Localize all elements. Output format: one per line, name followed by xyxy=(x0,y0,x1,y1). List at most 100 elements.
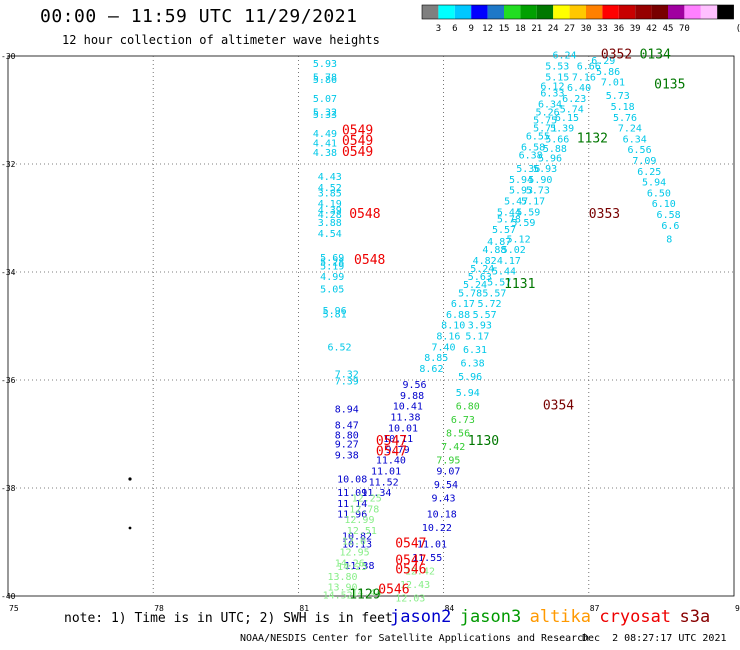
wave-height-value: 7.40 xyxy=(432,342,456,353)
wave-height-value: 4.87 xyxy=(487,237,511,248)
footer-credit: NOAA/NESDIS Center for Satellite Applica… xyxy=(240,633,590,644)
mission-jason2: jason2 xyxy=(390,607,452,627)
wave-height-value: 14.26 xyxy=(335,558,365,569)
pass-time-label: 0354 xyxy=(543,399,574,414)
wave-height-value: 8.16 xyxy=(436,332,460,343)
wave-height-value: 11.96 xyxy=(337,510,367,521)
pass-time-label: 0546 xyxy=(395,562,426,577)
wave-height-value: 5.93 xyxy=(313,59,337,70)
wave-height-value: 10.11 xyxy=(383,434,413,445)
wave-height-value: 13.80 xyxy=(327,572,357,583)
wave-height-value: 4.41 xyxy=(313,139,337,150)
longitude-label: 90 xyxy=(735,604,740,613)
wave-height-value: 5.19 xyxy=(320,261,344,272)
wave-height-value: 5.96 xyxy=(538,153,562,164)
wave-height-value: 6.88 xyxy=(446,310,470,321)
map-title: 00:00 – 11:59 UTC 11/29/2021 xyxy=(40,6,358,27)
wave-height-value: 8.56 xyxy=(446,429,470,440)
color-scale-label: 27 xyxy=(564,24,575,34)
wave-height-value: 5.74 xyxy=(560,105,584,116)
wave-height-value: 6.12 xyxy=(540,81,564,92)
wave-height-value: 4.28 xyxy=(318,210,342,221)
wave-height-value: 6.40 xyxy=(567,83,591,94)
wave-height-value: 4.38 xyxy=(313,148,337,159)
wave-height-value: 5.57 xyxy=(487,278,511,289)
wave-height-value: 12.43 xyxy=(400,580,430,591)
color-swatch xyxy=(684,5,701,19)
wave-height-value: 6.58 xyxy=(657,210,681,221)
wave-height-value: 10.82 xyxy=(342,531,372,542)
wave-height-value: 10.18 xyxy=(427,510,457,521)
pass-time-label: 0547 xyxy=(376,445,407,460)
mission-cryosat: cryosat xyxy=(599,607,672,627)
wave-height-value: 10.08 xyxy=(337,475,367,486)
wave-height-value: 10.41 xyxy=(393,402,423,413)
wave-height-value: 5.26 xyxy=(536,107,560,118)
wave-height-value: 6.55 xyxy=(526,132,550,143)
color-swatch xyxy=(487,5,504,19)
color-swatch xyxy=(438,5,455,19)
wave-height-value: 5.17 xyxy=(465,332,489,343)
wave-height-value: 13.90 xyxy=(327,583,357,594)
wave-height-value: 7.42 xyxy=(441,442,465,453)
wave-height-value: 5.76 xyxy=(613,113,637,124)
wave-height-value: 10.22 xyxy=(422,523,452,534)
color-scale-label: 21 xyxy=(531,24,542,34)
latitude-label: -30 xyxy=(1,52,16,61)
latitude-label: -32 xyxy=(1,160,16,169)
color-swatch xyxy=(454,5,472,19)
axis-labels: 75 78 81 84 87 90 -30 -32 -34 -36 -38 -40 xyxy=(1,52,740,613)
legend-note: note: 1) Time is in UTC; 2) SWH is in fe… xyxy=(64,611,393,626)
wave-height-value: 5.18 xyxy=(611,102,635,113)
wave-height-value: 8.80 xyxy=(335,430,359,441)
wave-height-value: 12.51 xyxy=(347,526,377,537)
wave-height-value: 5.78 xyxy=(313,72,337,83)
wave-height-value: 8.10 xyxy=(441,321,465,332)
color-swatch xyxy=(553,5,570,19)
wave-height-value: 9.56 xyxy=(402,380,426,391)
pass-time-label: 0549 xyxy=(342,134,373,149)
wave-height-value: 11.14 xyxy=(337,499,367,510)
wave-height-value: 4.88 xyxy=(482,245,506,256)
wave-height-value: 11.01 xyxy=(417,539,447,550)
wave-height-value: 9.88 xyxy=(400,391,424,402)
wave-height-value: 7.24 xyxy=(618,124,642,135)
wave-height-value: 5.94 xyxy=(642,178,666,189)
wave-height-value: 4.82 xyxy=(473,256,497,267)
wave-height-value: 4.39 xyxy=(318,206,342,217)
color-scale-label: 39 xyxy=(630,24,641,34)
wave-height-value: 8 xyxy=(666,234,672,245)
color-scale-label: 3 xyxy=(436,24,441,34)
wave-height-value: 5.71 xyxy=(533,124,557,135)
pass-time-label: 0547 xyxy=(395,536,426,551)
wave-height-value: 5.86 xyxy=(313,75,337,86)
wave-height-value: 5.72 xyxy=(477,299,501,310)
latitude-label: -34 xyxy=(1,268,16,277)
pass-time-label: 0353 xyxy=(589,207,620,222)
wave-height-value: 5.66 xyxy=(545,134,569,145)
pass-time-label: 0547 xyxy=(376,434,407,449)
color-swatch xyxy=(635,5,652,19)
mission-altika: altika xyxy=(529,607,592,627)
wave-height-value: 11.38 xyxy=(344,561,374,572)
wave-height-value: 5.93 xyxy=(533,164,557,175)
wave-height-value: 6.38 xyxy=(461,359,485,370)
pass-time-label: 1130 xyxy=(468,434,499,449)
wave-height-value: 14.52 xyxy=(323,591,353,602)
mission-jason3: jason3 xyxy=(459,607,522,627)
pass-time-label: 0548 xyxy=(354,253,385,268)
wave-height-value: 5.73 xyxy=(526,186,550,197)
wave-height-value: 11.40 xyxy=(376,456,406,467)
wave-height-value: 14.25 xyxy=(337,562,367,573)
latitude-label: -36 xyxy=(1,376,16,385)
wave-height-value: 6.6 xyxy=(661,221,679,232)
wave-height-value: 5.59 xyxy=(516,207,540,218)
wave-height-value: 8.85 xyxy=(424,353,448,364)
wave-height-value: 5.07 xyxy=(313,94,337,105)
wave-height-value: 5.78 xyxy=(497,214,521,225)
color-swatch xyxy=(717,5,734,19)
pass-time-label: 0548 xyxy=(349,207,380,222)
wave-height-value: 7.95 xyxy=(436,456,460,467)
wave-height-value: 5.39 xyxy=(550,124,574,135)
